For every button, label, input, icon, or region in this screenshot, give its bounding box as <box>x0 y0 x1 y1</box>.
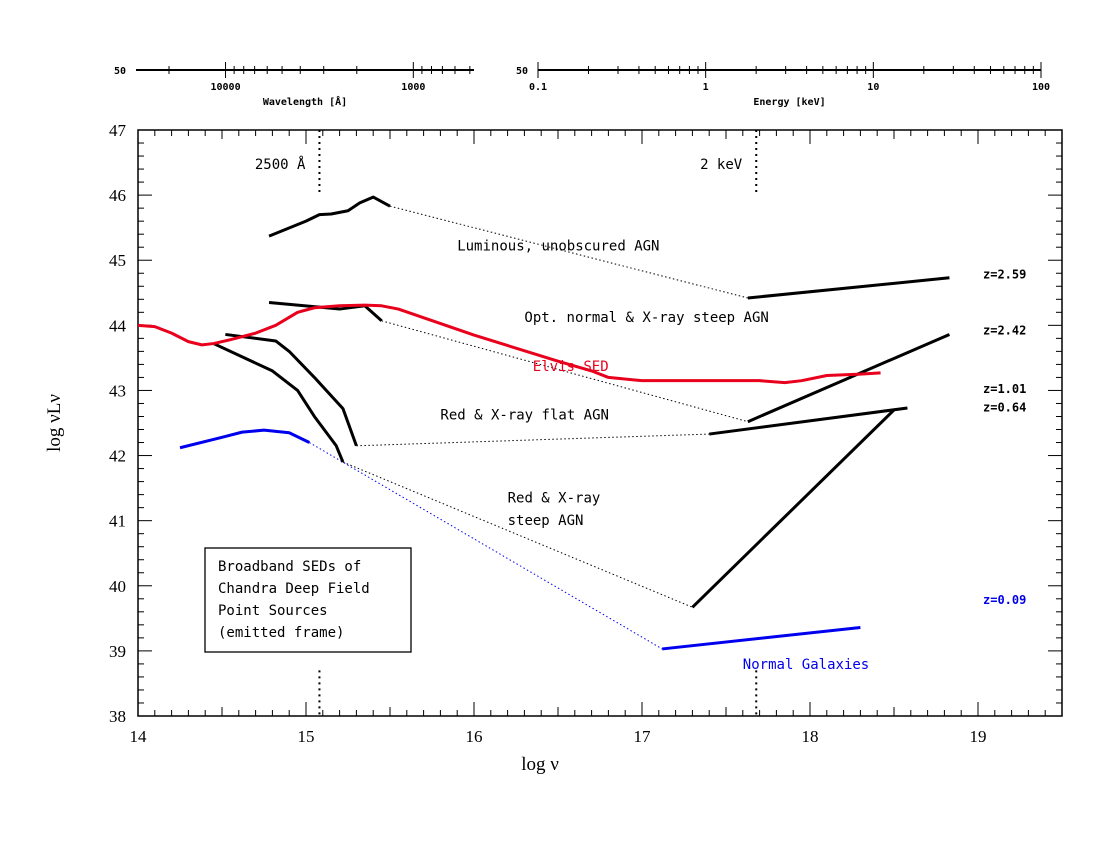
annotation-label: Elvis SED <box>533 359 609 375</box>
dotted-connector <box>356 433 710 447</box>
sed-series <box>137 195 951 651</box>
x-tick-label: 14 <box>130 727 148 746</box>
inset-box: Broadband SEDs of Chandra Deep Field Point… <box>204 547 412 653</box>
plot-border <box>137 129 1063 717</box>
x-axis-label: log ν <box>521 754 559 775</box>
plot-frame: 14 15 16 17 18 19 38 39 40 41 42 43 44 45 46 47 log ν log… <box>44 121 1063 775</box>
sed-line <box>268 195 391 238</box>
y-tick-label: 43 <box>109 381 126 400</box>
y-tick-label: 45 <box>109 251 126 270</box>
y-tick-label: 47 <box>109 121 127 140</box>
dotted-connector <box>342 461 693 608</box>
inset-line: Point Sources <box>218 603 328 619</box>
sed-line <box>212 342 345 463</box>
y-tick-label: 42 <box>109 447 126 466</box>
dotted-connector <box>389 205 748 299</box>
inset-line: Broadband SEDs of <box>218 559 361 575</box>
reference-markers: 2500 Å 2 keV <box>255 130 758 716</box>
marker-label: 2 keV <box>700 157 743 173</box>
x-tick-label: 17 <box>634 727 652 746</box>
y-tick-label: 40 <box>109 577 126 596</box>
annotations: Luminous, unobscured AGN Opt. normal & X-… <box>440 238 1026 673</box>
redshift-label: z=2.59 <box>983 267 1026 281</box>
x-tick-label: 16 <box>466 727 483 746</box>
sed-line <box>747 333 951 424</box>
y-tick-label: 38 <box>109 707 126 726</box>
top-axis-tick-label: 10000 <box>211 82 241 93</box>
sed-line <box>691 408 896 609</box>
top-axis-label: Energy [keV] <box>753 97 825 108</box>
y-tick-label: 39 <box>109 642 126 661</box>
top-axis-tick-label: 100 <box>1032 82 1050 93</box>
sed-line <box>268 301 383 322</box>
dotted-connector <box>381 320 748 423</box>
y-tick-label: 46 <box>109 186 126 205</box>
annotation-label: Luminous, unobscured AGN <box>457 238 659 254</box>
annotation-label: Red & X-ray <box>508 490 601 506</box>
y-tick-label: 44 <box>109 316 127 335</box>
sed-line <box>747 276 950 300</box>
sed-line <box>179 428 311 450</box>
sed-line <box>661 625 861 651</box>
sed-line <box>709 406 908 436</box>
x-tick-label: 19 <box>970 727 987 746</box>
top-axis-range-label: 50 <box>114 66 126 77</box>
annotation-label: steep AGN <box>508 513 584 529</box>
top-axis-tick-label: 1000 <box>401 82 425 93</box>
y-tick-label: 41 <box>109 512 126 531</box>
inset-border <box>204 547 412 653</box>
marker-label: 2500 Å <box>255 156 306 173</box>
x-tick-label: 15 <box>298 727 315 746</box>
top-axis-range-label: 50 <box>516 66 528 77</box>
top-axis-tick-label: 0.1 <box>529 82 547 93</box>
x-tick-label: 18 <box>802 727 819 746</box>
inset-line: (emitted frame) <box>218 625 344 641</box>
annotation-label: Opt. normal & X-ray steep AGN <box>524 310 768 326</box>
redshift-label: z=1.01 <box>983 382 1026 396</box>
y-axis-label: log νLν <box>44 394 65 452</box>
annotation-label: Normal Galaxies <box>743 657 869 673</box>
redshift-label: z=0.09 <box>983 593 1026 607</box>
dotted-connector <box>309 442 663 650</box>
elvis-sed-line <box>137 303 881 385</box>
top-axis-tick-label: 1 <box>703 82 709 93</box>
top-axis-tick-label: 10 <box>867 82 879 93</box>
top-axis-label: Wavelength [Å] <box>263 95 347 108</box>
redshift-label: z=2.42 <box>983 323 1026 337</box>
sed-line <box>225 332 358 447</box>
dotted-connectors <box>309 205 748 650</box>
redshift-label: z=0.64 <box>983 400 1026 414</box>
annotation-label: Red & X-ray flat AGN <box>440 408 609 424</box>
inset-line: Chandra Deep Field <box>218 581 370 597</box>
